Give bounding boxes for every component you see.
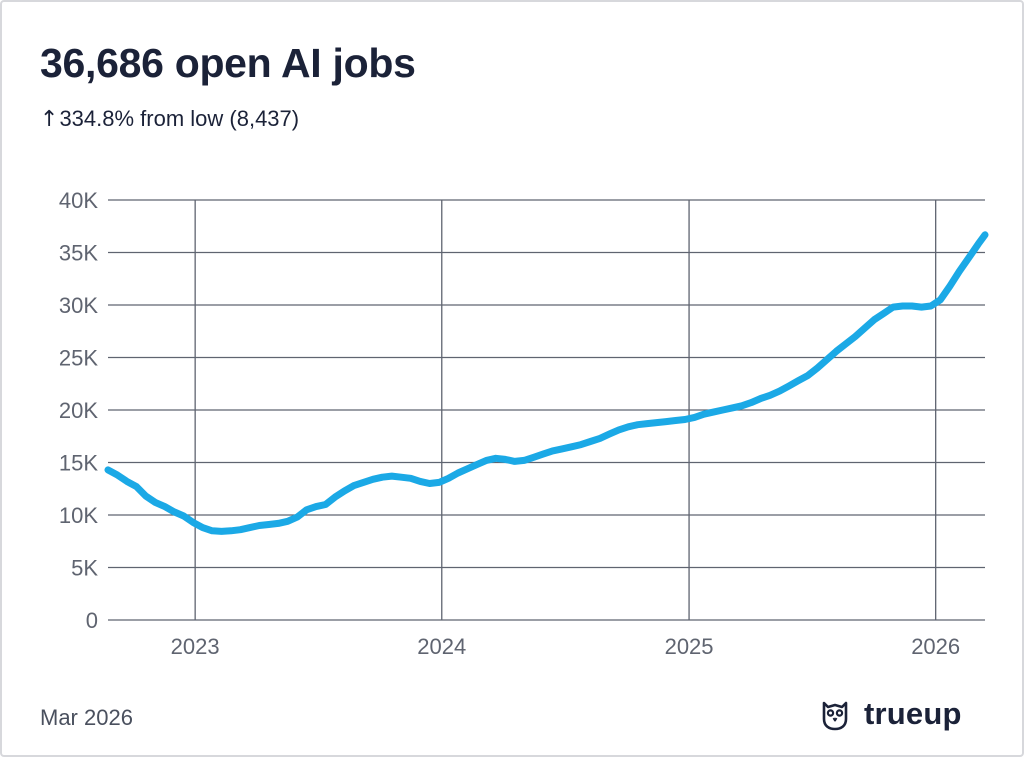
page-title: 36,686 open AI jobs xyxy=(40,40,416,86)
x-tick-label: 2025 xyxy=(665,634,714,659)
x-tick-label: 2024 xyxy=(417,634,466,659)
change-summary-text: 334.8% from low (8,437) xyxy=(59,106,300,131)
y-tick-label: 20K xyxy=(59,398,98,423)
series-line xyxy=(104,231,989,535)
brand-logo[interactable]: trueup xyxy=(820,696,962,732)
footer-date: Mar 2026 xyxy=(40,705,133,730)
y-tick-label: 40K xyxy=(59,188,98,213)
line-chart: 0 5K 10K 15K 20K 25K 30K 35K 40K 2023 2024 2025 2026 xyxy=(59,188,989,659)
y-tick-label: 15K xyxy=(59,451,98,476)
y-tick-label: 5K xyxy=(71,556,98,581)
owl-icon xyxy=(822,701,848,731)
change-summary: ↑334.8% from low (8,437) xyxy=(40,106,299,132)
y-tick-label: 25K xyxy=(59,346,98,371)
y-tick-label: 35K xyxy=(59,241,98,266)
x-tick-label: 2026 xyxy=(911,634,960,659)
y-tick-label: 0 xyxy=(86,608,98,633)
y-tick-label: 10K xyxy=(59,503,98,528)
up-arrow-icon: ↑ xyxy=(40,107,59,132)
brand-name: trueup xyxy=(864,696,962,731)
x-tick-label: 2023 xyxy=(171,634,220,659)
y-tick-label: 30K xyxy=(59,293,98,318)
